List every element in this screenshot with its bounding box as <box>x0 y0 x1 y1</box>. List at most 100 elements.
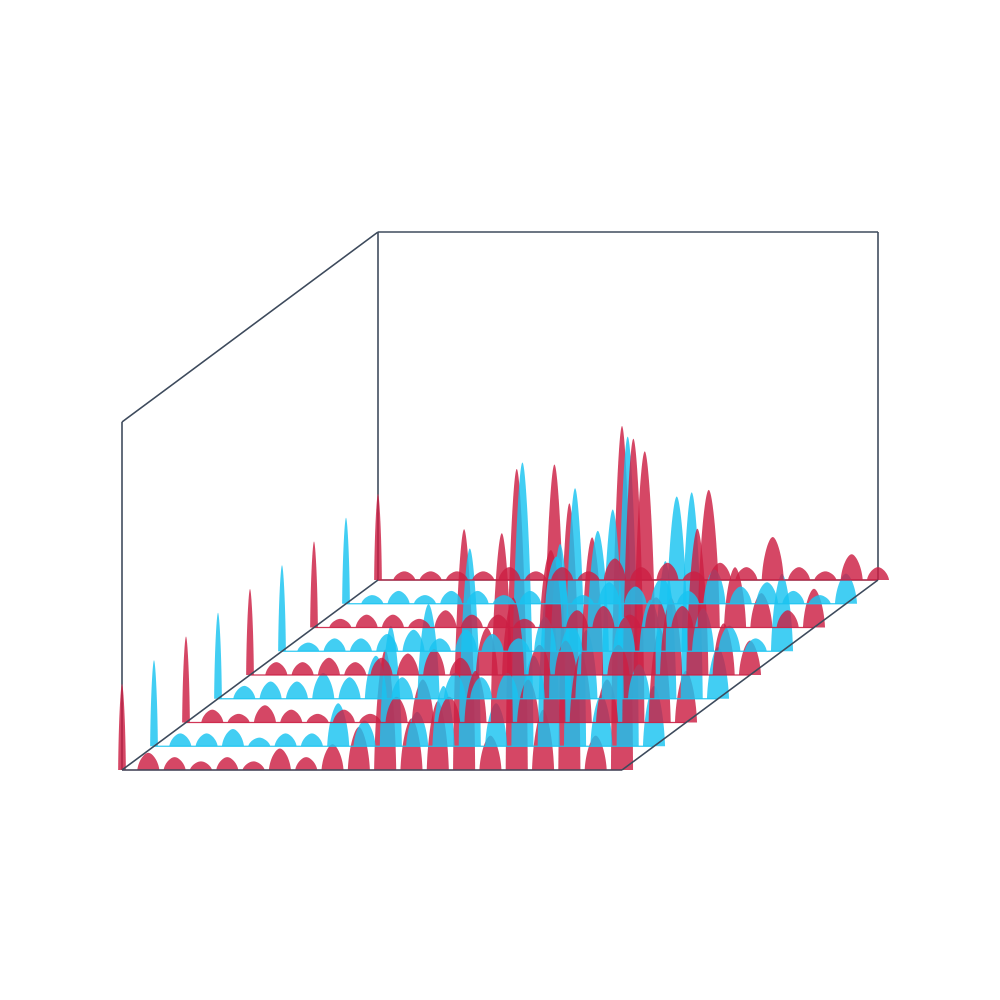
series-2-peak-16 <box>729 586 752 604</box>
series-5-peak-8 <box>423 649 446 675</box>
series-5-peak-1 <box>246 589 254 675</box>
series-4-peak-9 <box>481 634 504 652</box>
series-6-peak-5 <box>312 672 335 699</box>
series-5-peak-15 <box>607 644 630 675</box>
series-9-peak-6 <box>242 761 265 770</box>
series-7-peak-3 <box>227 713 250 723</box>
series-7-peak-2 <box>201 709 224 723</box>
series-1-peak-9 <box>577 571 600 580</box>
series-1-peak-18 <box>814 571 837 580</box>
series-3-peak-7 <box>460 614 483 628</box>
series-2-peak-5 <box>440 590 463 604</box>
series-4-peak-7 <box>428 638 451 652</box>
frame-right-bottom-depth <box>621 579 879 771</box>
series-7-peak-9 <box>385 696 408 723</box>
series-4-peak-3 <box>323 638 346 652</box>
series-8-peak-5 <box>248 737 271 747</box>
series-1-peak-11 <box>630 567 653 580</box>
series-9-peak-4 <box>189 761 212 770</box>
frame-left-top-depth <box>121 231 379 423</box>
series-3-peak-15 <box>671 606 694 628</box>
series-1-peak-10 <box>603 558 626 580</box>
series-4-peak-18 <box>718 625 741 652</box>
series-5-peak-7 <box>396 653 419 675</box>
series-3-peak-12 <box>592 606 615 628</box>
series-1-peak-16 <box>761 537 784 580</box>
frame-left-bottom-depth <box>121 579 379 771</box>
series-1-peak-1 <box>374 494 382 580</box>
series-3-peak-13 <box>618 614 641 628</box>
series-7-peak-11 <box>438 696 461 723</box>
series-6-peak-4 <box>285 681 308 699</box>
series-5-peak-3 <box>291 662 314 675</box>
series-2-peak-8 <box>519 590 542 604</box>
series-2-peak-11 <box>598 582 621 604</box>
series-3-peak-16 <box>697 489 720 628</box>
series-1-peak-5 <box>472 571 495 580</box>
series-3-peak-9 <box>513 618 536 628</box>
series-1-peak-13 <box>682 571 705 580</box>
series-8-peak-1 <box>150 660 158 747</box>
series-2-peak-1 <box>342 517 350 604</box>
series-1-peak-15 <box>735 567 758 580</box>
series-4-peak-4 <box>349 638 372 652</box>
series-8-peak-2 <box>169 733 192 747</box>
series-layer <box>118 426 890 771</box>
series-7-peak-1 <box>182 636 190 723</box>
series-8-peak-8 <box>327 703 350 747</box>
series-8-peak-9 <box>353 720 376 747</box>
series-9-peak-5 <box>216 757 239 770</box>
series-6-peak-10 <box>443 672 466 699</box>
series-5-peak-4 <box>317 657 340 675</box>
series-3-peak-11 <box>566 610 589 628</box>
series-6-peak-3 <box>259 681 282 699</box>
series-7-peak-6 <box>306 713 329 723</box>
series-9-peak-3 <box>163 757 186 770</box>
series-3-peak-3 <box>355 614 378 628</box>
series-4-peak-6 <box>402 629 425 652</box>
series-2-peak-18 <box>782 590 805 604</box>
series-3-peak-6 <box>434 610 457 628</box>
series-1-peak-3 <box>419 571 442 580</box>
series-1-peak-6 <box>498 567 521 580</box>
series-5-peak-5 <box>344 662 367 675</box>
series-1 <box>374 494 890 581</box>
series-4-peak-2 <box>297 642 320 652</box>
series-9-peak-2 <box>137 752 160 770</box>
series-2-peak-3 <box>387 590 410 604</box>
series-3-peak-14 <box>645 597 668 628</box>
series-4-peak-8 <box>455 629 478 652</box>
series-5-peak-6 <box>370 657 393 675</box>
series-6-peak-1 <box>214 612 222 699</box>
series-5-peak-11 <box>502 597 525 675</box>
series-1-peak-8 <box>551 567 574 580</box>
series-2-peak-14 <box>677 590 700 604</box>
series-8-peak-7 <box>300 733 323 747</box>
series-1-peak-4 <box>445 571 468 580</box>
series-9-peak-8 <box>295 757 318 770</box>
series-7-peak-7 <box>332 709 355 723</box>
series-2-peak-17 <box>756 582 779 604</box>
chart-frame-front <box>121 579 879 771</box>
series-6-peak-6 <box>338 677 361 699</box>
series-8-peak-4 <box>221 729 244 747</box>
series-3-peak-19 <box>776 610 799 628</box>
series-1-peak-2 <box>393 571 416 580</box>
series-4-peak-10 <box>507 638 530 652</box>
series-7-peak-4 <box>253 705 276 723</box>
series-9-peak-9 <box>321 744 344 770</box>
series-2-peak-6 <box>466 590 489 604</box>
series-2-peak-20 <box>834 573 858 604</box>
series-2-peak-19 <box>808 595 831 604</box>
series-2-peak-13 <box>650 577 673 604</box>
series-2-peak-12 <box>624 586 647 604</box>
series-4-peak-20 <box>770 573 794 652</box>
series-3-peak-5 <box>408 618 431 628</box>
series-2-peak-10 <box>571 595 594 604</box>
series-9-peak-7 <box>268 748 291 770</box>
series-3-peak-8 <box>487 614 510 628</box>
series-4-peak-12 <box>560 625 583 652</box>
series-3-peak-2 <box>329 618 352 628</box>
series-1-peak-19 <box>840 554 863 580</box>
